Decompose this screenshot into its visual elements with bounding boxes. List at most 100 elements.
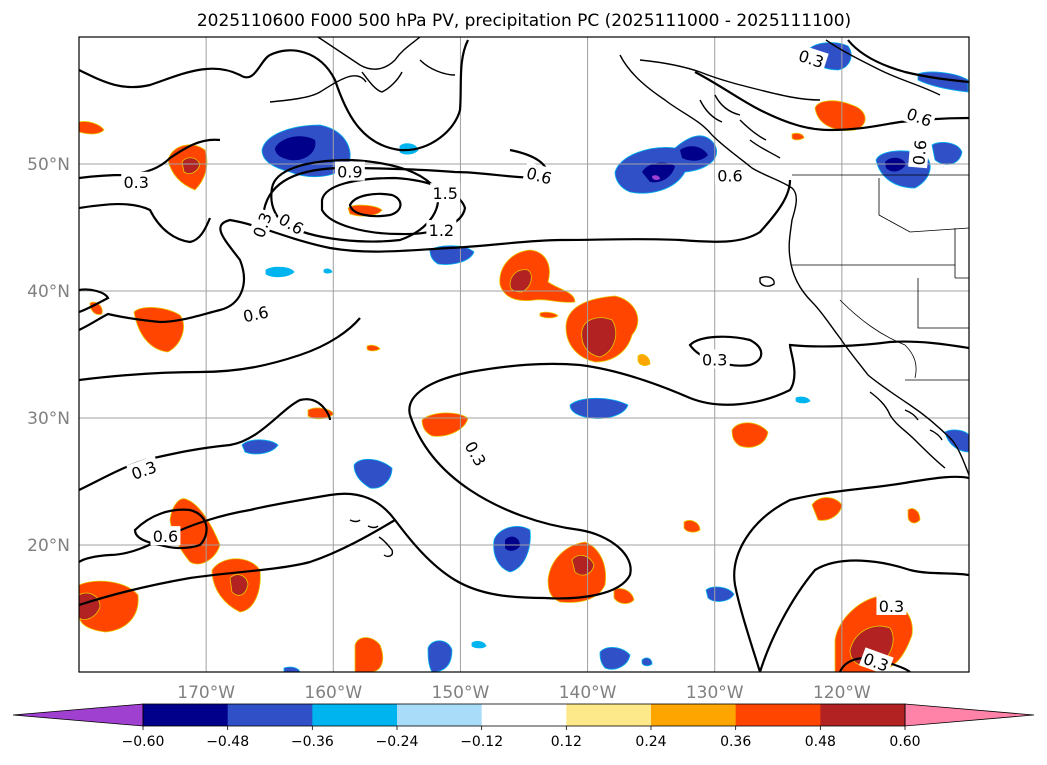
pv-contour-label-bg [426, 220, 457, 240]
pv-contour-label-text: 0.3 [123, 173, 148, 192]
pv-contour-label-text: 0.6 [153, 527, 178, 546]
pv-contour-label-text: 0.6 [909, 139, 930, 166]
colorbar-tick-label: 0.24 [635, 734, 666, 750]
negative-anomaly-patch [275, 136, 316, 161]
pv-contour-labels: 0.30.30.60.30.60.60.91.51.20.6 0.60.30.60… [121, 44, 937, 672]
pv-contour-label-bg [794, 44, 829, 72]
pv-contour [408, 340, 969, 416]
chart-title: 2025110600 F000 500 hPa PV, precipitatio… [197, 11, 851, 31]
positive-anomaly-patch [637, 354, 651, 367]
negative-anomaly-patch [599, 647, 631, 670]
pv-contour [733, 475, 969, 672]
pv-contour [79, 202, 212, 244]
pv-contour-label-bg [430, 183, 461, 203]
pv-contour [79, 39, 469, 152]
colorbar-segment [312, 704, 398, 726]
pv-contour-label-bg [238, 300, 273, 326]
pv-contour-label-bg [247, 207, 276, 243]
negative-anomaly-patch [505, 536, 520, 551]
negative-anomaly-patch [641, 657, 653, 667]
pv-contour-label: 0.6 [908, 136, 930, 169]
pv-contour-label-bg [876, 595, 907, 615]
pv-contour-label-bg [522, 161, 557, 189]
positive-anomaly-patch [581, 317, 617, 358]
pv-contour-label-text: 0.6 [717, 166, 742, 185]
longitude-tick-labels: 170°W 160°W 150°W 140°W 130°W 120°W [177, 683, 871, 703]
pv-contour [79, 398, 332, 491]
colorbar-tick-label: −0.60 [122, 734, 165, 750]
positive-anomaly-patch [229, 574, 249, 596]
negative-anomaly-patch [241, 439, 279, 455]
pv-contour-label-bg [121, 171, 152, 191]
gridlines [79, 37, 969, 672]
colorbar-segment [481, 704, 567, 726]
pv-contour-label: 0.9 [334, 161, 365, 182]
positive-anomaly-patch [907, 508, 921, 524]
pv-contour-label-bg [699, 349, 730, 369]
negative-anomaly-patch [944, 429, 969, 453]
pv-contour-label-text: 0.9 [337, 163, 362, 182]
negative-anomaly-patch [642, 162, 675, 183]
colorbar-tick-label: −0.24 [376, 734, 419, 750]
lat-tick-label: 40°N [27, 282, 70, 302]
positive-anomaly-patch [366, 344, 381, 352]
pv-contour-label-bg [334, 161, 365, 181]
positive-anomaly-patch [79, 580, 139, 633]
colorbar-segment [227, 704, 313, 726]
pv-contour-label-text: 0.6 [241, 302, 270, 326]
lon-tick-label: 130°W [686, 683, 744, 703]
latitude-tick-labels: 50°N 40°N 30°N 20°N [27, 155, 70, 556]
pv-contour-label-bg [908, 136, 930, 169]
pv-contour [758, 559, 969, 672]
lat-tick-label: 50°N [27, 155, 70, 175]
positive-anomaly-patch [683, 520, 701, 533]
negative-anomaly-patch [931, 141, 963, 165]
colorbar-tick-label: −0.48 [206, 734, 249, 750]
negative-anomaly-patch [399, 143, 419, 155]
negative-anomaly-patch [353, 458, 393, 489]
pv-contour-label-bg [902, 102, 937, 131]
pv-contour-label: 0.3 [699, 349, 730, 370]
negative-anomaly-patch [652, 175, 660, 180]
positive-anomaly-patch [791, 132, 805, 141]
pv-contour-label: 0.3 [859, 647, 894, 672]
pv-contour [79, 317, 361, 382]
pv-contour-label: 0.3 [876, 595, 907, 616]
coastlines [269, 37, 969, 558]
negative-anomaly-patch [569, 397, 629, 419]
pv-contour-label: 0.6 [714, 165, 745, 185]
positive-anomaly-patch [571, 555, 595, 576]
colorbar-outline [142, 703, 906, 727]
lon-tick-label: 160°W [304, 683, 362, 703]
negative-anomaly-patch [427, 640, 453, 672]
pv-contour [348, 192, 402, 218]
lon-tick-label: 170°W [177, 683, 235, 703]
pv-contour [847, 39, 969, 84]
negative-anomaly-patch [885, 157, 906, 172]
positive-anomaly-patch [613, 588, 635, 604]
negative-anomaly-patch [795, 396, 811, 404]
negative-anomaly-patch [705, 586, 735, 602]
lat-tick-label: 20°N [27, 536, 70, 556]
pv-contour-label: 0.6 [150, 526, 181, 546]
colorbar-tick-label: 0.12 [551, 734, 582, 750]
colorbar-tick-label: 0.48 [805, 734, 836, 750]
colorbar-segment [820, 704, 906, 726]
pv-contour-label: 0.6 [238, 300, 273, 326]
pv-contour-label-bg [150, 526, 181, 546]
colorbar: −0.60 −0.48 −0.36 −0.24 −0.12 0.12 0.24 0.36 0.4… [12, 703, 1035, 750]
positive-anomaly-patch [509, 269, 532, 293]
pv-contour [79, 179, 792, 332]
pv-contour-label-text: 1.5 [432, 184, 457, 203]
positive-anomaly-patch [79, 121, 105, 135]
colorbar-tick-label: −0.36 [291, 734, 334, 750]
negative-anomaly-patch [323, 268, 333, 274]
lat-tick-label: 30°N [27, 409, 70, 429]
negative-anomaly-patch [471, 640, 487, 649]
pv-contour [79, 519, 396, 607]
pv-contour-label-bg [273, 207, 310, 239]
colorbar-tick-label: 0.60 [889, 734, 920, 750]
pv-contour-label-text: 1.2 [429, 221, 454, 240]
positive-anomaly-patch [421, 412, 469, 437]
pv-contour-label-text: 0.3 [702, 351, 727, 370]
